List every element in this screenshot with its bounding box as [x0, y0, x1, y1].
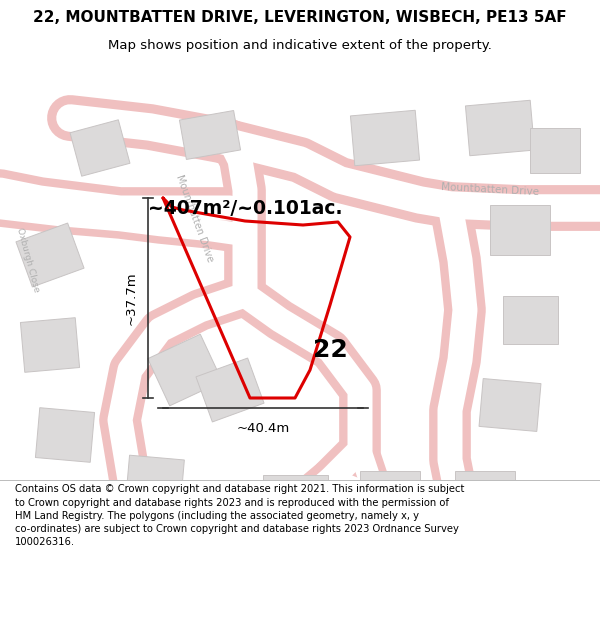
Text: 22: 22	[313, 338, 347, 362]
Bar	[20, 318, 80, 372]
Bar	[530, 127, 580, 172]
Text: Contains OS data © Crown copyright and database right 2021. This information is : Contains OS data © Crown copyright and d…	[15, 484, 464, 547]
Bar	[466, 100, 535, 156]
Bar	[148, 334, 222, 406]
Text: ~40.4m: ~40.4m	[236, 422, 290, 435]
Bar	[360, 471, 420, 519]
Bar	[263, 475, 328, 525]
Text: 22, MOUNTBATTEN DRIVE, LEVERINGTON, WISBECH, PE13 5AF: 22, MOUNTBATTEN DRIVE, LEVERINGTON, WISB…	[33, 11, 567, 26]
Bar	[16, 223, 84, 287]
Bar	[196, 358, 264, 422]
Text: ~37.7m: ~37.7m	[125, 271, 138, 325]
Bar	[350, 110, 419, 166]
Text: Oxburgh Close: Oxburgh Close	[15, 227, 41, 293]
Bar	[479, 379, 541, 431]
Text: Mountbatten Drive: Mountbatten Drive	[175, 173, 215, 263]
Bar	[503, 296, 557, 344]
Bar	[125, 455, 184, 505]
Text: Mountbatten Drive: Mountbatten Drive	[441, 182, 539, 198]
Bar	[179, 111, 241, 159]
Bar	[70, 120, 130, 176]
Bar	[490, 205, 550, 255]
Text: Map shows position and indicative extent of the property.: Map shows position and indicative extent…	[108, 39, 492, 51]
Text: ~407m²/~0.101ac.: ~407m²/~0.101ac.	[148, 199, 343, 217]
Bar	[455, 471, 515, 519]
Bar	[35, 408, 95, 462]
